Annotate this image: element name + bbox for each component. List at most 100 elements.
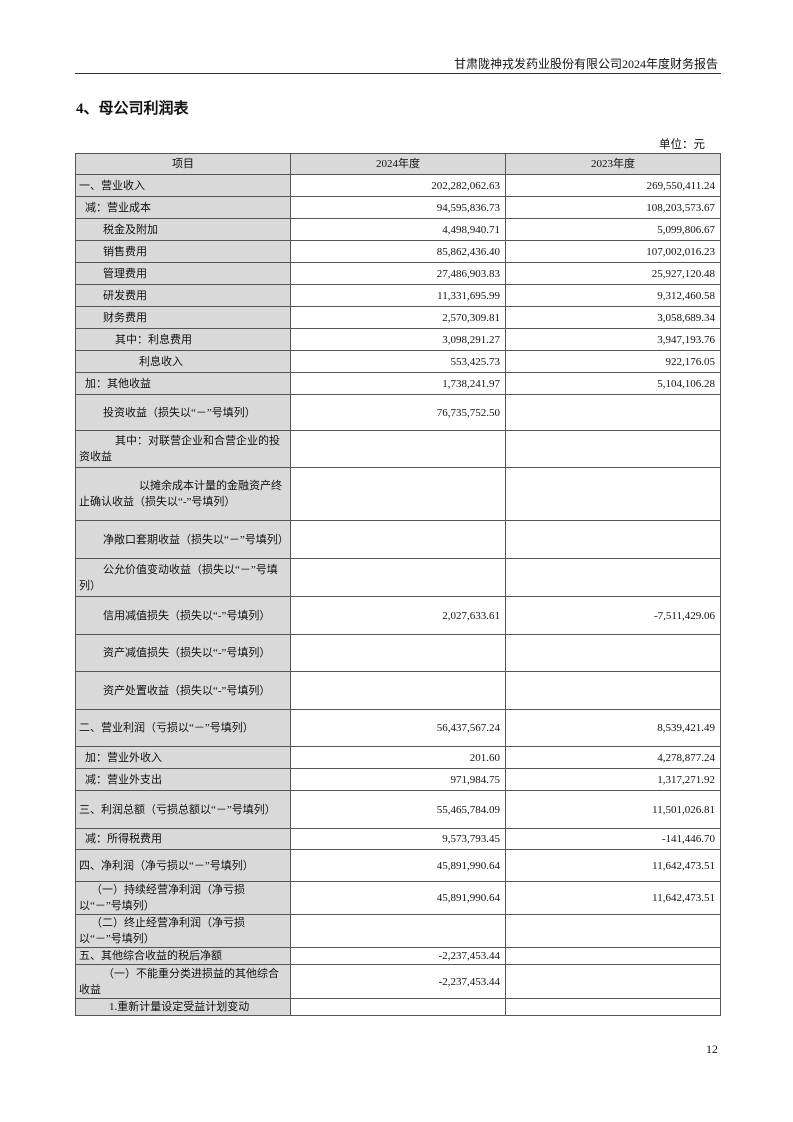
table-row: 其中：利息费用 3,098,291.27 3,947,193.76 [75,328,721,351]
row-value-2023 [505,998,721,1016]
table-row: 加：营业外收入 201.60 4,278,877.24 [75,746,721,769]
table-row: 税金及附加 4,498,940.71 5,099,806.67 [75,218,721,241]
row-value-2024: -2,237,453.44 [290,947,506,965]
row-item-label: 五、其他综合收益的税后净额 [75,947,291,965]
table-row: 投资收益（损失以“－”号填列） 76,735,752.50 [75,394,721,431]
table-row: 四、净利润（净亏损以“－”号填列） 45,891,990.64 11,642,473… [75,849,721,882]
row-item-label: 减：营业外支出 [75,768,291,791]
row-value-2024 [290,520,506,559]
row-value-2023 [505,467,721,521]
row-item-label: 资产减值损失（损失以“-”号填列） [75,634,291,672]
row-item-label: 二、营业利润（亏损以“－”号填列） [75,709,291,747]
row-value-2024: 27,486,903.83 [290,262,506,285]
table-row: 其中：对联营企业和合营企业的投资收益 [75,430,721,468]
row-item-label: 加：营业外收入 [75,746,291,769]
row-value-2023: 11,501,026.81 [505,790,721,829]
row-item-label: 管理费用 [75,262,291,285]
table-row: 一、营业收入 202,282,062.63 269,550,411.24 [75,174,721,197]
table-row: 三、利润总额（亏损总额以“－”号填列） 55,465,784.09 11,501,0… [75,790,721,829]
row-value-2024 [290,467,506,521]
table-row: （二）终止经营净利润（净亏损以“－”号填列） [75,914,721,948]
row-value-2023 [505,430,721,468]
table-row: 资产减值损失（损失以“-”号填列） [75,634,721,672]
row-item-label: 销售费用 [75,240,291,263]
row-value-2024 [290,671,506,710]
row-item-label: 加：其他收益 [75,372,291,395]
unit-label: 单位：元 [659,139,705,151]
column-header-2024: 2024年度 [290,153,506,175]
row-value-2023: 107,002,016.23 [505,240,721,263]
row-value-2024: 45,891,990.64 [290,881,506,915]
table-row: 公允价值变动收益（损失以“－”号填列） [75,558,721,597]
row-value-2023: 269,550,411.24 [505,174,721,197]
row-value-2024: 3,098,291.27 [290,328,506,351]
row-value-2023: 3,058,689.34 [505,306,721,329]
row-value-2024 [290,558,506,597]
row-item-label: 1.重新计量设定受益计划变动 [75,998,291,1016]
row-item-label: 公允价值变动收益（损失以“－”号填列） [75,558,291,597]
row-value-2024: 4,498,940.71 [290,218,506,241]
income-statement-table: 项目 2024年度 2023年度 一、营业收入 202,282,062.63 269… [75,153,721,1016]
row-value-2024: 85,862,436.40 [290,240,506,263]
row-value-2023 [505,947,721,965]
row-value-2024: 11,331,695.99 [290,284,506,307]
row-value-2024: 201.60 [290,746,506,769]
row-item-label: 投资收益（损失以“－”号填列） [75,394,291,431]
section-title: 4、母公司利润表 [76,101,189,117]
row-item-label: 减：所得税费用 [75,828,291,850]
row-value-2024 [290,998,506,1016]
row-value-2024: 55,465,784.09 [290,790,506,829]
table-row: 以摊余成本计量的金融资产终止确认收益（损失以“-”号填列） [75,467,721,521]
row-value-2024: 9,573,793.45 [290,828,506,850]
table-row: 净敞口套期收益（损失以“－”号填列） [75,520,721,559]
table-row: 减：营业成本 94,595,836.73 108,203,573.67 [75,196,721,219]
row-item-label: 税金及附加 [75,218,291,241]
row-value-2023: 4,278,877.24 [505,746,721,769]
row-item-label: 资产处置收益（损失以“-”号填列） [75,671,291,710]
row-item-label: 四、净利润（净亏损以“－”号填列） [75,849,291,882]
row-value-2023 [505,558,721,597]
table-row: 资产处置收益（损失以“-”号填列） [75,671,721,710]
row-item-label: 减：营业成本 [75,196,291,219]
row-value-2023 [505,520,721,559]
table-row: 利息收入 553,425.73 922,176.05 [75,350,721,373]
row-value-2023: 8,539,421.49 [505,709,721,747]
row-value-2023: 25,927,120.48 [505,262,721,285]
row-value-2023: 922,176.05 [505,350,721,373]
row-value-2024 [290,634,506,672]
row-item-label: （一）持续经营净利润（净亏损以“－”号填列） [75,881,291,915]
row-item-label: 信用减值损失（损失以“-”号填列） [75,596,291,635]
row-item-label: 利息收入 [75,350,291,373]
row-value-2023: 1,317,271.92 [505,768,721,791]
table-row: 减：营业外支出 971,984.75 1,317,271.92 [75,768,721,791]
page-number: 12 [706,1042,718,1056]
table-header-row: 项目 2024年度 2023年度 [75,153,721,175]
table-row: 减：所得税费用 9,573,793.45 -141,446.70 [75,828,721,850]
row-item-label: 研发费用 [75,284,291,307]
row-value-2024 [290,430,506,468]
row-value-2024: 2,570,309.81 [290,306,506,329]
table-row: 加：其他收益 1,738,241.97 5,104,106.28 [75,372,721,395]
row-value-2024: 202,282,062.63 [290,174,506,197]
header-rule [75,73,721,74]
row-value-2023 [505,671,721,710]
row-value-2023 [505,914,721,948]
row-value-2024: 45,891,990.64 [290,849,506,882]
table-row: （一）持续经营净利润（净亏损以“－”号填列） 45,891,990.64 11,64… [75,881,721,915]
column-header-2023: 2023年度 [505,153,721,175]
row-value-2023: 9,312,460.58 [505,284,721,307]
row-item-label: 净敞口套期收益（损失以“－”号填列） [75,520,291,559]
row-value-2023: 11,642,473.51 [505,881,721,915]
row-value-2024: 1,738,241.97 [290,372,506,395]
table-row: 信用减值损失（损失以“-”号填列） 2,027,633.61 -7,511,429.… [75,596,721,635]
table-row: （一）不能重分类进损益的其他综合收益 -2,237,453.44 [75,964,721,999]
row-value-2024: 56,437,567.24 [290,709,506,747]
row-value-2024: 94,595,836.73 [290,196,506,219]
running-header: 甘肃陇神戎发药业股份有限公司2024年度财务报告 [453,57,718,71]
row-value-2024: 553,425.73 [290,350,506,373]
row-item-label: （一）不能重分类进损益的其他综合收益 [75,964,291,999]
row-value-2023: -141,446.70 [505,828,721,850]
row-item-label: 三、利润总额（亏损总额以“－”号填列） [75,790,291,829]
row-value-2023: 3,947,193.76 [505,328,721,351]
row-value-2024: 971,984.75 [290,768,506,791]
